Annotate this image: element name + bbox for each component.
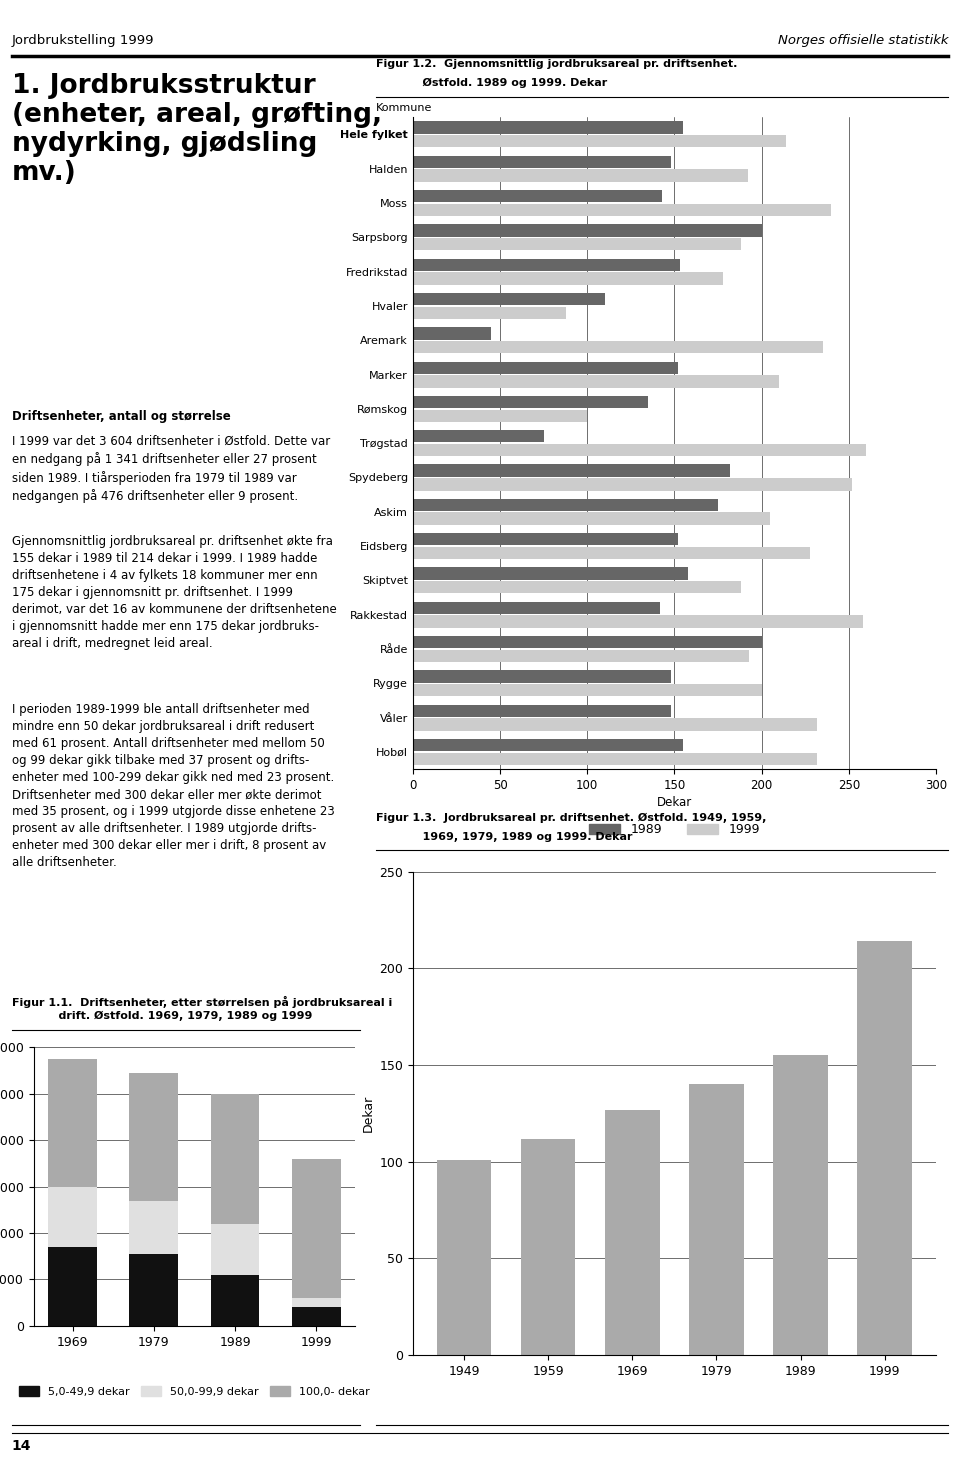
Bar <box>413 602 660 614</box>
Bar <box>413 649 750 662</box>
Bar <box>413 170 748 182</box>
Bar <box>413 464 731 476</box>
Bar <box>413 533 678 545</box>
Bar <box>413 135 786 148</box>
Bar <box>413 341 823 353</box>
Legend: 1989, 1999: 1989, 1999 <box>584 817 765 841</box>
Text: Jordbrukstelling 1999: Jordbrukstelling 1999 <box>12 34 154 47</box>
Bar <box>413 753 817 765</box>
Bar <box>292 1307 341 1326</box>
Bar <box>130 1072 179 1201</box>
Bar <box>413 546 810 560</box>
Bar <box>437 1160 492 1355</box>
Bar <box>130 1201 179 1254</box>
Bar <box>413 684 761 696</box>
Bar <box>413 327 492 340</box>
Bar <box>605 1109 660 1355</box>
Bar <box>413 513 770 524</box>
Text: 1969, 1979, 1989 og 1999. Dekar: 1969, 1979, 1989 og 1999. Dekar <box>376 832 633 842</box>
Bar <box>130 1254 179 1326</box>
Text: I perioden 1989-1999 ble antall driftsenheter med
mindre enn 50 dekar jordbruksa: I perioden 1989-1999 ble antall driftsen… <box>12 703 334 869</box>
Bar <box>48 1059 97 1187</box>
Bar <box>413 478 852 491</box>
Text: Driftsenheter, antall og størrelse: Driftsenheter, antall og størrelse <box>12 410 230 423</box>
Bar <box>413 671 671 683</box>
Bar <box>413 155 671 168</box>
Bar <box>413 306 566 319</box>
Bar <box>210 1223 259 1275</box>
Bar <box>413 738 684 752</box>
Bar <box>413 122 684 133</box>
Text: Figur 1.3.  Jordbruksareal pr. driftsenhet. Østfold. 1949, 1959,: Figur 1.3. Jordbruksareal pr. driftsenhe… <box>376 813 767 823</box>
Bar <box>413 718 817 731</box>
Bar <box>413 444 866 456</box>
Bar <box>292 1159 341 1298</box>
Bar <box>413 272 723 284</box>
Bar <box>413 237 741 251</box>
Bar <box>774 1055 828 1355</box>
Bar <box>48 1187 97 1247</box>
Legend: 5,0-49,9 dekar, 50,0-99,9 dekar, 100,0- dekar: 5,0-49,9 dekar, 50,0-99,9 dekar, 100,0- … <box>15 1381 373 1401</box>
Bar <box>413 431 543 442</box>
Bar <box>413 705 671 716</box>
Bar <box>413 567 688 580</box>
Text: 14: 14 <box>12 1439 31 1453</box>
Bar <box>689 1084 744 1355</box>
Bar <box>413 582 741 593</box>
Text: Østfold. 1989 og 1999. Dekar: Østfold. 1989 og 1999. Dekar <box>376 78 608 88</box>
Text: Kommune: Kommune <box>376 103 433 113</box>
Bar <box>413 375 780 388</box>
Bar <box>413 362 678 374</box>
Bar <box>413 615 863 628</box>
Text: 1. Jordbruksstruktur
(enheter, areal, grøfting,
nydyrking, gjødsling
mv.): 1. Jordbruksstruktur (enheter, areal, gr… <box>12 73 382 186</box>
Bar <box>413 258 680 271</box>
Bar <box>413 636 761 649</box>
Bar <box>413 204 831 215</box>
Bar <box>413 224 761 237</box>
Text: Gjennomsnittlig jordbruksareal pr. driftsenhet økte fra
155 dekar i 1989 til 214: Gjennomsnittlig jordbruksareal pr. drift… <box>12 535 336 649</box>
Bar <box>413 410 588 422</box>
Bar <box>413 498 718 511</box>
Bar <box>210 1094 259 1223</box>
Bar <box>292 1298 341 1307</box>
Bar <box>413 293 605 305</box>
Bar <box>520 1138 575 1355</box>
Text: I 1999 var det 3 604 driftsenheter i Østfold. Dette var
en nedgang på 1 341 drif: I 1999 var det 3 604 driftsenheter i Øst… <box>12 435 330 502</box>
Bar <box>210 1275 259 1326</box>
Bar <box>413 396 648 409</box>
Bar <box>857 942 912 1355</box>
Bar <box>413 190 662 202</box>
X-axis label: Dekar: Dekar <box>657 795 692 809</box>
Text: Figur 1.1.  Driftsenheter, etter størrelsen på jordbruksareal i
            drif: Figur 1.1. Driftsenheter, etter størrels… <box>12 996 392 1021</box>
Text: Norges offisielle statistikk: Norges offisielle statistikk <box>778 34 948 47</box>
Y-axis label: Dekar: Dekar <box>362 1094 375 1132</box>
Text: Figur 1.2.  Gjennomsnittlig jordbruksareal pr. driftsenhet.: Figur 1.2. Gjennomsnittlig jordbruksarea… <box>376 59 737 69</box>
Bar <box>48 1247 97 1326</box>
